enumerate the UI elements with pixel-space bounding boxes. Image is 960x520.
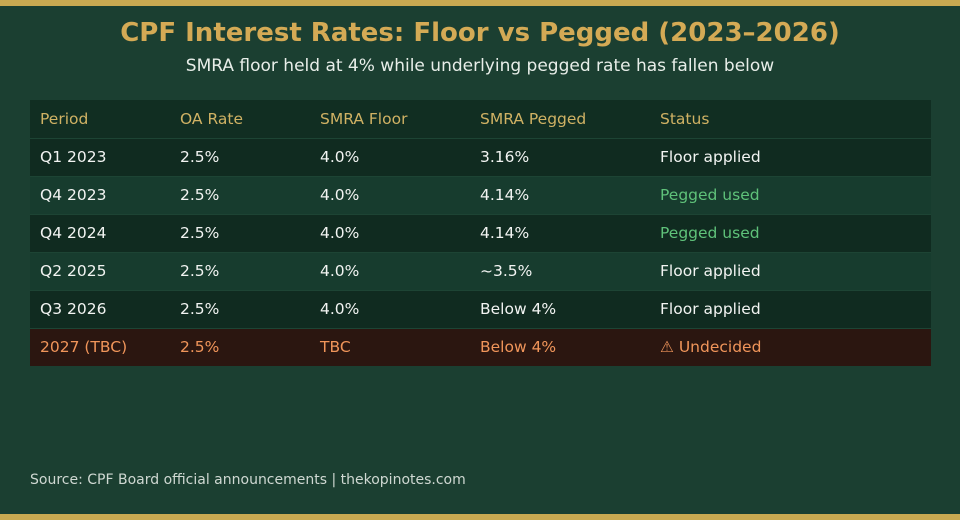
oa-rate-cell: 2.5% (170, 328, 310, 366)
table-row: Q2 2025 2.5% 4.0% ~3.5% Floor applied (30, 252, 931, 291)
smra-pegged-cell: 3.16% (470, 138, 650, 177)
smra-floor-cell: TBC (310, 328, 470, 366)
status-cell: Floor applied (650, 138, 931, 177)
source-note: Source: CPF Board official announcements… (30, 472, 466, 488)
smra-pegged-cell: 4.14% (470, 176, 650, 215)
smra-pegged-cell: Below 4% (470, 328, 650, 366)
header-smra-floor: SMRA Floor (310, 100, 470, 139)
header-period: Period (30, 100, 170, 139)
top-accent-bar (0, 0, 960, 6)
status-cell: Pegged used (650, 176, 931, 215)
bottom-accent-bar (0, 514, 960, 520)
smra-floor-cell: 4.0% (310, 214, 470, 253)
header-smra-pegged: SMRA Pegged (470, 100, 650, 139)
period-cell: Q1 2023 (30, 138, 170, 177)
smra-floor-cell: 4.0% (310, 176, 470, 215)
table-row: Q4 2023 2.5% 4.0% 4.14% Pegged used (30, 176, 931, 215)
table-row: Q3 2026 2.5% 4.0% Below 4% Floor applied (30, 290, 931, 329)
status-cell: Floor applied (650, 290, 931, 329)
status-cell: Floor applied (650, 252, 931, 291)
smra-floor-cell: 4.0% (310, 138, 470, 177)
smra-pegged-cell: ~3.5% (470, 252, 650, 291)
oa-rate-cell: 2.5% (170, 138, 310, 177)
header-status: Status (650, 100, 931, 139)
oa-rate-cell: 2.5% (170, 176, 310, 215)
rates-table: Period OA Rate SMRA Floor SMRA Pegged St… (30, 100, 931, 366)
table-header-row: Period OA Rate SMRA Floor SMRA Pegged St… (30, 100, 931, 139)
chart-subtitle: SMRA floor held at 4% while underlying p… (185, 56, 775, 76)
smra-floor-cell: 4.0% (310, 252, 470, 291)
table-row: Q4 2024 2.5% 4.0% 4.14% Pegged used (30, 214, 931, 253)
period-cell: Q2 2025 (30, 252, 170, 291)
status-cell: Pegged used (650, 214, 931, 253)
header-oa-rate: OA Rate (170, 100, 310, 139)
period-cell: 2027 (TBC) (30, 328, 170, 366)
period-cell: Q4 2023 (30, 176, 170, 215)
smra-floor-cell: 4.0% (310, 290, 470, 329)
smra-pegged-cell: Below 4% (470, 290, 650, 329)
oa-rate-cell: 2.5% (170, 214, 310, 253)
table-body: Q1 2023 2.5% 4.0% 3.16% Floor applied Q4 2023… (30, 138, 931, 366)
table-row: Q1 2023 2.5% 4.0% 3.16% Floor applied (30, 138, 931, 177)
smra-pegged-cell: 4.14% (470, 214, 650, 253)
status-cell: ⚠ Undecided (650, 328, 931, 366)
period-cell: Q3 2026 (30, 290, 170, 329)
oa-rate-cell: 2.5% (170, 290, 310, 329)
oa-rate-cell: 2.5% (170, 252, 310, 291)
chart-title: CPF Interest Rates: Floor vs Pegged (202… (120, 18, 840, 48)
period-cell: Q4 2024 (30, 214, 170, 253)
table-row: 2027 (TBC) 2.5% TBC Below 4% ⚠ Undecided (30, 328, 931, 366)
